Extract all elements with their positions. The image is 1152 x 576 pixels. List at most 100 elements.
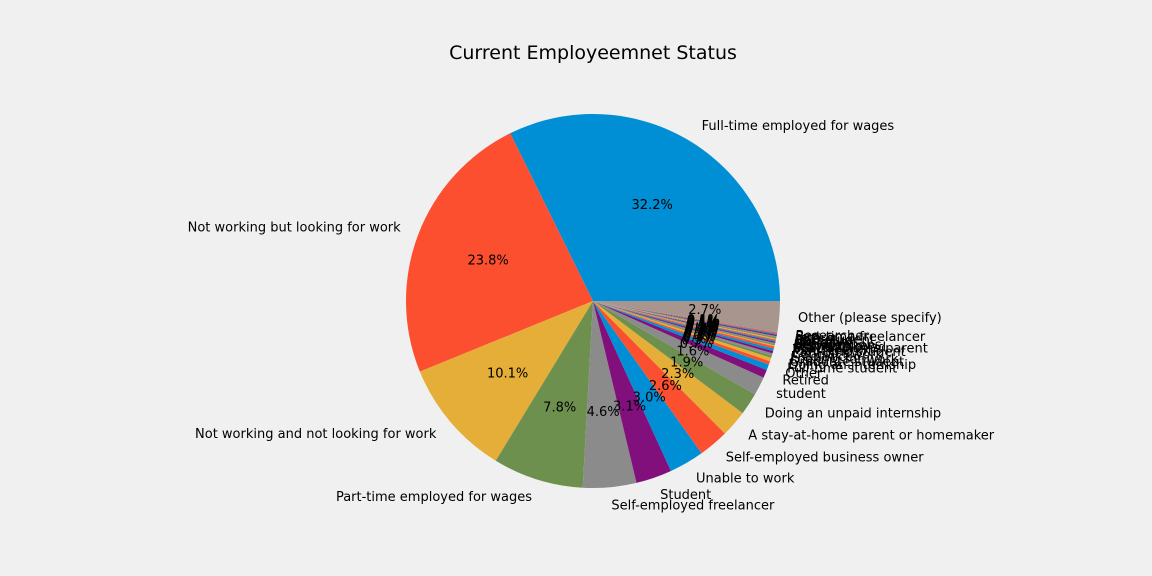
slice-pct-label: 0.5% xyxy=(681,333,714,348)
slice-label: Researcher xyxy=(796,329,870,344)
slice-pct-label: 1.6% xyxy=(676,345,709,360)
pie-slice xyxy=(593,301,777,338)
slice-label: Student xyxy=(660,488,711,503)
slice-pct-label: 0.1% xyxy=(686,318,719,333)
slice-pct-label: 0.2% xyxy=(684,324,717,339)
slice-pct-label: 32.2% xyxy=(632,198,673,213)
slice-pct-label: 3.1% xyxy=(613,400,646,415)
pie-slice xyxy=(593,301,771,365)
slice-pct-label: 23.8% xyxy=(467,254,508,269)
slice-label: Intern xyxy=(795,332,834,347)
slice-label: Part-time freelancer xyxy=(795,330,925,345)
pie-slice xyxy=(593,301,775,347)
slice-pct-label: 0.2% xyxy=(685,323,718,338)
slice-label: Other (please specify) xyxy=(798,311,942,326)
slice-pct-label: 0.1% xyxy=(686,318,719,333)
slice-label: Volunteer xyxy=(793,343,856,358)
pie-slice xyxy=(405,133,593,372)
slice-label: Self-employed business owner xyxy=(726,451,925,466)
slice-pct-label: 4.6% xyxy=(587,405,620,420)
slice-label: Looking for work xyxy=(790,352,899,367)
pie-slice xyxy=(593,301,775,346)
slice-pct-label: 0.7% xyxy=(680,337,713,352)
slice-label: Full-time employed for wages xyxy=(702,119,895,134)
slice-labels: Full-time employed for wages Not working … xyxy=(188,119,995,514)
slice-pct-label: 0.1% xyxy=(687,315,720,330)
pie-slice xyxy=(593,301,772,358)
slice-pct-label: 1.9% xyxy=(670,355,703,370)
slice-pct-label: 0.1% xyxy=(686,319,719,334)
slice-label: Contract work xyxy=(792,347,884,362)
pie-slice xyxy=(593,301,775,349)
pie-slice xyxy=(582,301,637,489)
slice-label: Self-employed xyxy=(793,340,886,355)
slice-pct-label: 0.1% xyxy=(685,321,718,336)
slice-pct-label: 0.3% xyxy=(683,329,716,344)
pie-slice xyxy=(593,301,774,354)
pie-slice xyxy=(593,301,777,339)
slice-pct-label: 3.0% xyxy=(633,391,666,406)
slice-pct-label: 0.1% xyxy=(687,313,720,328)
slice-pct-label: 0.2% xyxy=(684,326,717,341)
slice-label: Retired xyxy=(782,374,828,389)
pie-slice xyxy=(593,301,776,342)
slice-label: Not working but looking for work xyxy=(188,221,402,236)
slice-label: Graduate student xyxy=(789,355,904,370)
pie-slice xyxy=(593,301,778,334)
slice-pct-label: 2.6% xyxy=(649,379,682,394)
slice-label: Stay-at-home parent xyxy=(793,342,928,357)
pie-slice xyxy=(593,301,778,335)
pie-slice xyxy=(593,301,702,471)
slice-pct-label: 0.1% xyxy=(686,320,719,335)
pie-slice xyxy=(593,301,725,454)
slice-label: Part-time student xyxy=(792,345,906,360)
pie-slice xyxy=(593,301,780,333)
slice-pct-label: 0.1% xyxy=(687,314,720,329)
pie-slices xyxy=(405,113,781,489)
pie-slice xyxy=(593,301,772,362)
slice-label: student xyxy=(776,387,826,402)
slice-label: Unable to work xyxy=(696,472,795,487)
slice-label: Part-time employed for wages xyxy=(336,490,532,505)
pie-slice xyxy=(593,301,773,356)
pie-slice xyxy=(593,301,777,337)
slice-label: Self-employed freelancer xyxy=(611,498,775,513)
pie-slice xyxy=(593,301,767,378)
slice-label: Doing an internship xyxy=(788,358,916,373)
slice-pct-label: 0.3% xyxy=(682,331,715,346)
slice-pct-label: 0.2% xyxy=(684,327,717,342)
pct-labels: 32.2%23.8%10.1%7.8% 4.6%3.1%3.0%2.6%2.3%1… xyxy=(467,198,721,420)
slice-label: Not working and not looking for work xyxy=(195,427,437,442)
slice-label: On leave xyxy=(794,337,852,352)
pie-slice xyxy=(593,301,777,340)
slice-label: Homemaker xyxy=(794,339,874,354)
slice-label: Full-time student xyxy=(787,362,897,377)
pie-slice xyxy=(593,301,764,395)
slice-label: Between jobs xyxy=(794,338,882,353)
slice-pct-label: 2.3% xyxy=(661,367,694,382)
pie-slice xyxy=(593,301,671,483)
slice-label: Freelancer xyxy=(791,350,860,365)
pie-slice xyxy=(419,301,593,461)
pie-slice xyxy=(495,301,593,488)
slice-pct-label: 0.1% xyxy=(686,317,719,332)
pie-slice xyxy=(510,113,781,301)
pie-slice xyxy=(593,301,769,371)
slice-pct-label: 7.8% xyxy=(543,401,576,416)
slice-label: Doing an unpaid internship xyxy=(765,407,941,422)
slice-label: Caregiver xyxy=(795,334,859,349)
pie-slice xyxy=(593,301,776,344)
slice-label: PhD student xyxy=(795,333,875,348)
pie-slice xyxy=(593,301,755,414)
slice-label: Other xyxy=(785,366,823,381)
pie-slice xyxy=(593,301,776,345)
chart-title: Current Employeemnet Status xyxy=(449,42,737,64)
slice-pct-label: 0.2% xyxy=(685,322,718,337)
slice-pct-label: 0.1% xyxy=(687,314,720,329)
pie-slice xyxy=(593,301,776,341)
pie-slice xyxy=(593,301,743,434)
slice-pct-label: 10.1% xyxy=(487,366,528,381)
slice-pct-label: 0.1% xyxy=(686,316,719,331)
